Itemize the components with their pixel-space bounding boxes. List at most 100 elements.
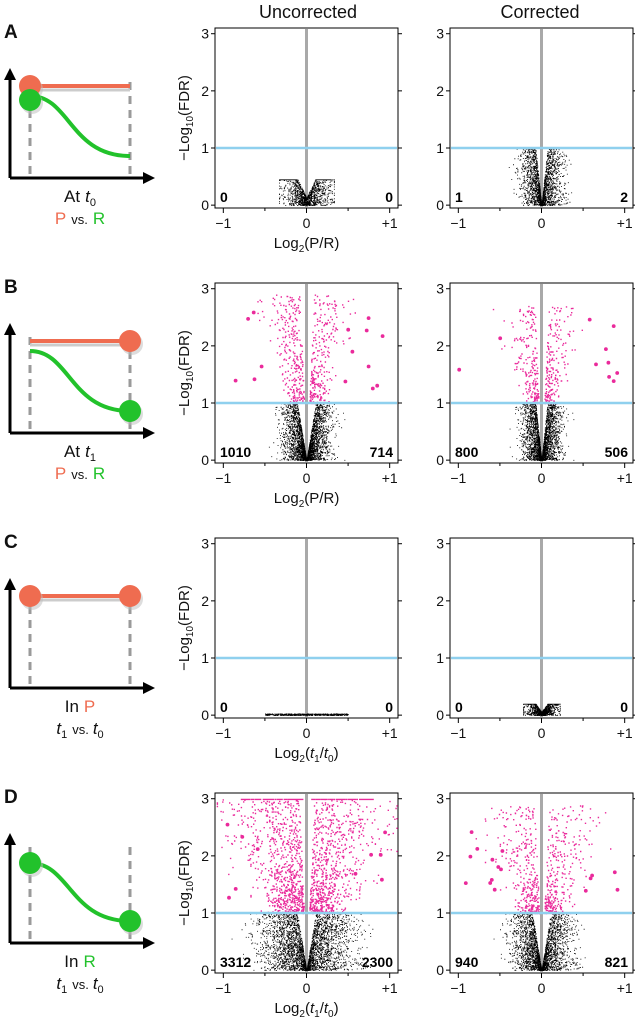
x-tick-label: 0: [303, 980, 311, 996]
r-curve: [29, 349, 131, 413]
y-tick-label: 2: [201, 83, 209, 99]
count-left: 1: [455, 189, 463, 205]
outlier-point: [500, 849, 505, 853]
outlier-point: [246, 317, 251, 321]
nonsignificant-points: [493, 913, 586, 971]
y-tick-label: 1: [201, 905, 209, 921]
significant-points: [492, 305, 583, 405]
outlier-point: [475, 847, 480, 851]
y-tick-label: 3: [201, 26, 209, 42]
outlier-point: [380, 334, 385, 338]
p-ball-t0: [19, 585, 41, 607]
nonsignificant-points: [279, 179, 335, 206]
nonsignificant-points: [231, 913, 375, 971]
schematic-C: In P t1 vs. t0: [4, 578, 155, 741]
y-tick-label: 2: [201, 338, 209, 354]
volcano-plot-uncorrected: 0 1 2 3 −1 0 +1 3312 2300 −Log10(FDR) Log2(t1/t0): [176, 791, 402, 1020]
y-tick-label: 3: [436, 536, 444, 552]
nonsignificant-points: [265, 713, 349, 716]
scatter-points: [216, 798, 398, 971]
panel-letter: D: [4, 787, 18, 808]
outlier-point: [233, 887, 238, 891]
y-tick-label: 1: [201, 650, 209, 666]
r-ball: [119, 400, 141, 422]
r-ball-t1: [119, 910, 141, 932]
outlier-point: [587, 317, 592, 322]
outlier-point: [370, 386, 375, 391]
schematic-label-1: At t1: [64, 442, 96, 464]
nonsignificant-points: [508, 148, 573, 206]
count-left: 800: [455, 444, 479, 460]
count-left: 1010: [220, 444, 251, 460]
outlier-point: [615, 887, 620, 892]
count-right: 821: [605, 954, 629, 970]
column-header-uncorrected: Uncorrected: [259, 2, 357, 22]
scatter-points: [233, 294, 385, 461]
scatter-points: [279, 179, 335, 206]
outlier-point: [607, 375, 611, 379]
schematic-y-arrow: [4, 578, 16, 590]
x-tick-label: +1: [382, 725, 398, 741]
outlier-point: [366, 364, 371, 369]
x-tick-label: −1: [215, 980, 231, 996]
y-tick-label: 0: [436, 962, 444, 978]
y-tick-label: 0: [201, 962, 209, 978]
y-tick-label: 0: [201, 197, 209, 213]
x-tick-label: −1: [450, 215, 466, 231]
x-tick-label: −1: [450, 470, 466, 486]
schematic-A: At t0P vs. R: [4, 68, 155, 228]
panel-B: B At t1P vs. R 0 1 2 3 −1 0 +1 1010 714 −Log10(FDR) Log…: [4, 277, 635, 510]
schematic-B: At t1P vs. R: [4, 323, 155, 483]
scatter-points: [265, 713, 349, 716]
y-tick-label: 1: [436, 905, 444, 921]
panel-letter: B: [4, 277, 18, 298]
r-ball: [19, 89, 41, 111]
outlier-point: [364, 328, 369, 333]
x-axis-label: Log2(t1/t0): [274, 1000, 338, 1020]
x-tick-label: −1: [215, 470, 231, 486]
outlier-point: [227, 895, 231, 900]
count-right: 2: [620, 189, 628, 205]
x-tick-label: 0: [538, 470, 546, 486]
outlier-point: [496, 865, 501, 869]
panel-letter: C: [4, 532, 18, 553]
y-tick-label: 1: [436, 140, 444, 156]
outlier-point: [240, 835, 245, 839]
x-tick-label: 0: [303, 470, 311, 486]
y-tick-label: 1: [201, 140, 209, 156]
outlier-point: [252, 377, 257, 382]
y-tick-label: 0: [436, 707, 444, 723]
y-tick-label: 3: [436, 26, 444, 42]
outlier-point: [346, 327, 351, 332]
y-tick-label: 1: [201, 395, 209, 411]
outlier-point: [594, 362, 598, 367]
outlier-point: [611, 379, 616, 383]
y-axis-label: −Log10(FDR): [176, 330, 196, 416]
outlier-point: [366, 316, 371, 320]
schematic-x-arrow: [143, 172, 155, 184]
outlier-point: [369, 852, 373, 857]
outlier-point: [604, 347, 608, 351]
y-tick-label: 2: [436, 338, 444, 354]
y-tick-label: 3: [201, 536, 209, 552]
y-tick-label: 0: [201, 707, 209, 723]
outlier-point: [615, 371, 620, 375]
outlier-point: [343, 379, 348, 384]
outlier-point: [588, 876, 593, 881]
p-ball-t1: [119, 585, 141, 607]
outlier-point: [488, 881, 493, 885]
outlier-point: [611, 324, 616, 328]
scatter-points: [508, 148, 573, 206]
count-left: 940: [455, 954, 479, 970]
panel-letter: A: [4, 22, 18, 43]
volcano-plot-uncorrected: 0 1 2 3 −1 0 +1 1010 714 −Log10(FDR) Log2(P/R): [176, 281, 402, 510]
outlier-point: [463, 881, 468, 885]
x-tick-label: +1: [382, 980, 398, 996]
y-tick-label: 2: [436, 848, 444, 864]
y-tick-label: 1: [436, 395, 444, 411]
